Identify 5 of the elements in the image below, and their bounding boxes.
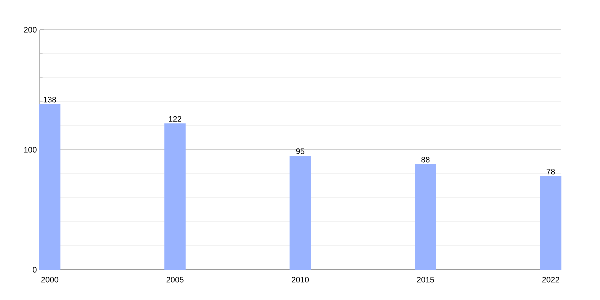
bar xyxy=(39,104,61,270)
bar xyxy=(540,176,562,270)
bar xyxy=(290,156,312,270)
bar xyxy=(415,164,436,270)
bar xyxy=(164,124,186,270)
